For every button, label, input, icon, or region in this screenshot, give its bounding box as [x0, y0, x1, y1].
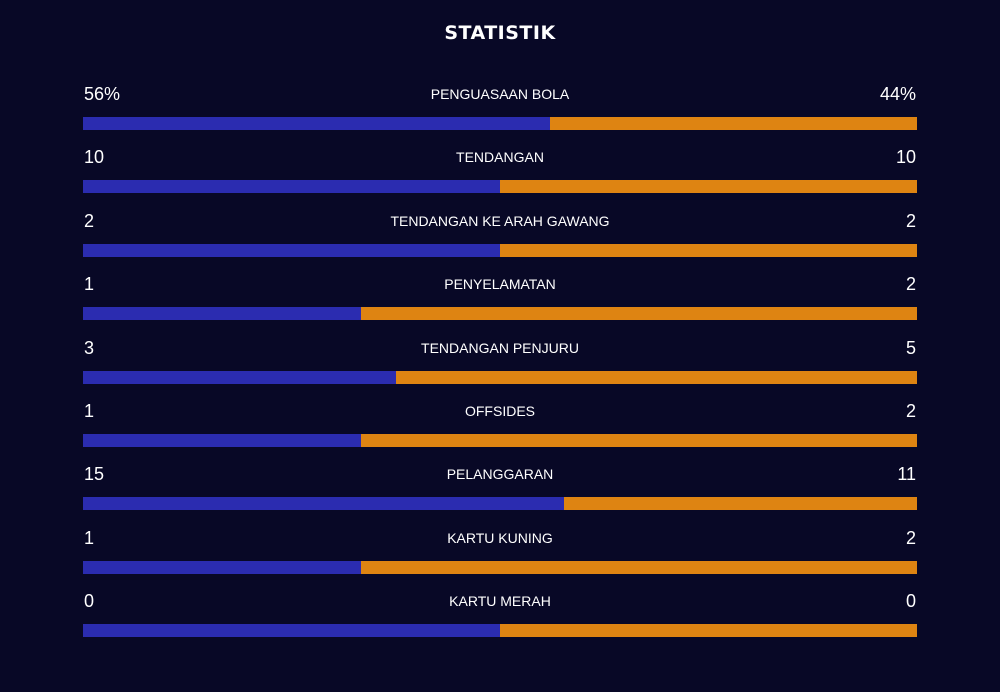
stat-bar-home-fill	[83, 433, 361, 447]
away-value: 10	[895, 147, 916, 168]
stat-bar	[83, 560, 917, 574]
stat-bar	[83, 243, 917, 257]
stat-bar-home-fill	[83, 370, 396, 384]
stats-list: 56% PENGUASAAN BOLA 44% 10 TENDANGAN 10 …	[83, 80, 917, 651]
stat-row-offsides: 1 OFFSIDES 2	[83, 397, 917, 460]
home-value: 3	[84, 337, 95, 358]
home-value: 15	[84, 464, 105, 485]
away-value: 11	[897, 464, 916, 485]
away-value: 0	[905, 591, 916, 612]
stat-bar-home-fill	[83, 307, 361, 321]
stat-bar	[83, 180, 917, 194]
home-value: 10	[84, 147, 105, 168]
stat-bar-home-fill	[83, 560, 361, 574]
stat-row-corners: 3 TENDANGAN PENJURU 5	[83, 334, 917, 397]
stat-label: KARTU KUNING	[447, 529, 553, 546]
home-value: 1	[84, 527, 95, 548]
stat-bar	[83, 433, 917, 447]
away-value: 44%	[879, 84, 916, 104]
stat-row-red-cards: 0 KARTU MERAH 0	[83, 587, 917, 650]
home-value: 1	[84, 274, 95, 295]
stat-label: TENDANGAN PENJURU	[421, 339, 579, 356]
home-value: 1	[84, 400, 95, 421]
home-value: 0	[84, 591, 95, 612]
stat-row-shots: 10 TENDANGAN 10	[83, 143, 917, 206]
home-value: 2	[84, 210, 95, 231]
stat-label: PENYELAMATAN	[444, 276, 556, 293]
stat-label: OFFSIDES	[464, 402, 535, 419]
home-value: 56%	[84, 84, 121, 104]
stat-label: TENDANGAN KE ARAH GAWANG	[390, 212, 610, 229]
stat-row-saves: 1 PENYELAMATAN 2	[83, 270, 917, 333]
stat-row-shots-on-target: 2 TENDANGAN KE ARAH GAWANG 2	[83, 207, 917, 270]
stat-bar-home-fill	[83, 180, 500, 194]
stat-row-possession: 56% PENGUASAAN BOLA 44%	[83, 80, 917, 143]
stat-bar-home-fill	[83, 624, 500, 638]
stat-label: KARTU MERAH	[449, 593, 551, 610]
stat-bar	[83, 497, 917, 511]
away-value: 2	[905, 274, 916, 295]
stat-row-yellow-cards: 1 KARTU KUNING 2	[83, 524, 917, 587]
stat-bar	[83, 117, 917, 130]
stat-label: PELANGGARAN	[446, 466, 554, 483]
stat-bar-home-fill	[83, 497, 565, 511]
stat-bar	[83, 624, 917, 638]
away-value: 2	[905, 400, 916, 421]
stat-label: TENDANGAN	[456, 149, 544, 166]
stat-label: PENGUASAAN BOLA	[430, 86, 570, 102]
away-value: 2	[905, 527, 916, 548]
stat-bar-home-fill	[83, 243, 500, 257]
stat-row-fouls: 15 PELANGGARAN 11	[83, 460, 917, 523]
stat-bar-home-fill	[83, 117, 551, 130]
stat-bar	[83, 307, 917, 321]
stat-bar	[83, 370, 917, 384]
page-title: STATISTIK	[444, 22, 556, 44]
away-value: 2	[905, 210, 916, 231]
away-value: 5	[905, 337, 916, 358]
